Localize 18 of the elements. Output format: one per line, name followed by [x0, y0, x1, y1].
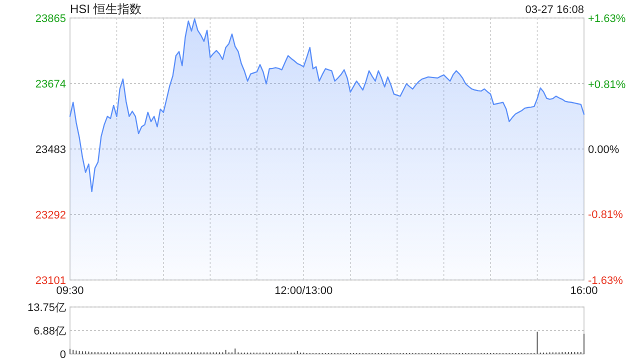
x-tick-label: 16:00: [570, 285, 598, 297]
y-tick-label: 23292: [35, 209, 66, 222]
y-tick-label: 23674: [35, 78, 66, 90]
y2-tick-label: +0.81%: [588, 78, 626, 91]
y2-tick-label: 0.00%: [588, 144, 620, 156]
y-tick-label: 13.75亿: [27, 302, 66, 314]
y-tick-label: 0: [60, 348, 66, 360]
y-tick-label: 23865: [35, 12, 66, 25]
y2-tick-label: -0.81%: [588, 208, 624, 221]
chart-title: HSI 恒生指数: [70, 2, 142, 16]
y2-tick-label: -1.63%: [588, 274, 624, 287]
x-tick-label: 09:30: [56, 285, 84, 297]
text: 03-27 16:08: [525, 4, 584, 16]
y-tick-label: 23483: [35, 144, 66, 156]
y-tick-label: 23101: [35, 274, 66, 287]
y2-tick-label: +1.63%: [588, 12, 626, 25]
x-tick-label: 12:00/13:00: [274, 285, 333, 297]
y-tick-label: 6.88亿: [34, 325, 66, 338]
